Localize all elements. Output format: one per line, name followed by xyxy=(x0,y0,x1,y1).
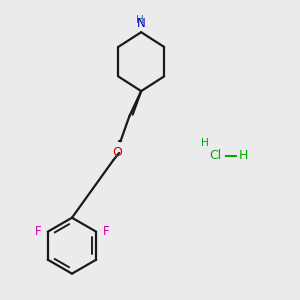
Text: Cl: Cl xyxy=(209,149,221,162)
Text: H: H xyxy=(238,149,248,162)
Text: H: H xyxy=(136,15,144,25)
Text: F: F xyxy=(103,225,109,238)
Text: F: F xyxy=(34,225,41,238)
Text: N: N xyxy=(137,17,146,30)
Text: O: O xyxy=(113,146,122,159)
Text: H: H xyxy=(200,138,208,148)
